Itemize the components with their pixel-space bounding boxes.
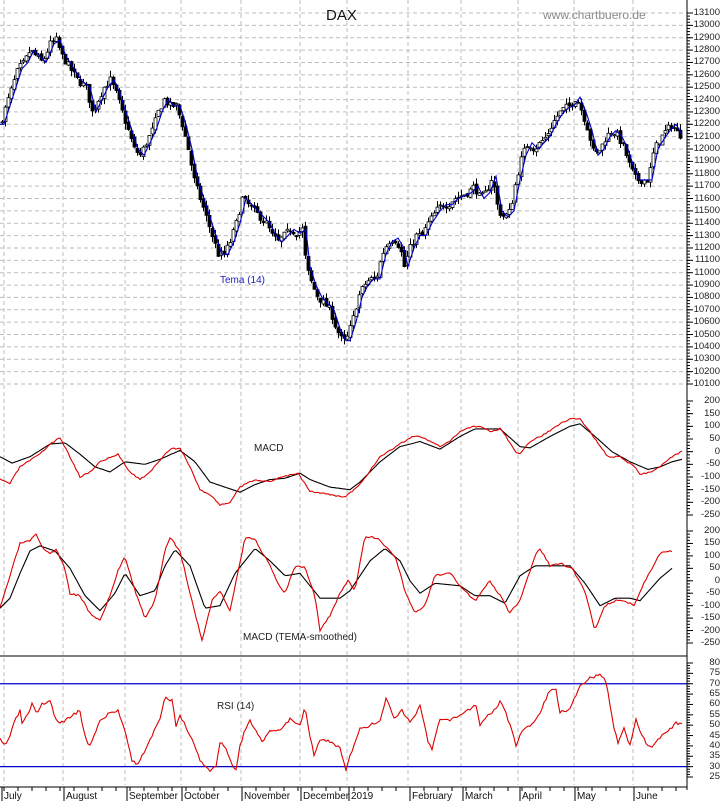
y-tick-label: -100	[700, 599, 720, 611]
y-tick-label: 45	[709, 729, 720, 741]
y-tick-label: 11500	[694, 204, 720, 216]
y-tick-label: -50	[706, 587, 720, 599]
x-tick-label: April	[522, 791, 543, 802]
y-tick-label: 10300	[693, 353, 720, 365]
y-tick-label: 75	[709, 667, 720, 679]
x-tick-label: February	[412, 791, 453, 802]
y-tick-label: 10100	[693, 378, 720, 389]
y-tick-label: 150	[704, 407, 720, 419]
y-tick-label: 70	[709, 677, 720, 689]
y-tick-label: 11200	[694, 241, 720, 253]
y-tick-label: 10500	[693, 328, 720, 340]
y-tick-label: 10800	[693, 291, 720, 303]
y-tick-label: 11800	[694, 167, 720, 179]
y-tick-label: 11400	[694, 217, 720, 229]
y-tick-label: 12500	[693, 81, 720, 93]
y-tick-label: -100	[700, 471, 720, 482]
y-tick-label: -150	[700, 483, 720, 495]
y-tick-label: 13100	[693, 7, 720, 18]
x-tick-label: June	[636, 791, 658, 802]
x-tick-label: December	[303, 791, 350, 802]
y-tick-label: 11300	[694, 229, 720, 241]
y-tick-label: 0	[714, 574, 720, 586]
y-tick-label: 60	[709, 698, 720, 710]
y-tick-label: 13000	[693, 19, 720, 31]
y-tick-label: -50	[706, 458, 720, 470]
x-tick-label: September	[129, 791, 178, 802]
y-tick-label: 50	[709, 562, 720, 574]
watermark: www.chartbuero.de	[543, 8, 646, 22]
y-tick-label: 11100	[694, 254, 720, 266]
macd-label: MACD	[254, 443, 284, 454]
y-tick-label: -150	[700, 612, 720, 624]
y-tick-label: 12000	[693, 143, 720, 155]
x-tick-label: August	[66, 791, 98, 802]
y-tick-label: 50	[709, 719, 720, 731]
y-tick-label: 12900	[693, 31, 720, 43]
y-tick-label: 200	[704, 525, 720, 536]
y-tick-label: 12700	[693, 56, 720, 68]
x-tick-label: October	[184, 791, 220, 802]
y-tick-label: -200	[700, 496, 720, 508]
y-tick-label: 40	[709, 739, 720, 751]
x-tick-label: March	[465, 791, 493, 802]
y-tick-label: 10400	[693, 340, 720, 352]
y-tick-label: 55	[709, 708, 720, 720]
x-tick-label: May	[577, 791, 596, 802]
tema-label: Tema (14)	[220, 275, 266, 286]
y-tick-label: -250	[700, 637, 720, 648]
chart-title: DAX	[326, 7, 357, 24]
y-tick-label: 12100	[693, 130, 720, 142]
rsi-label: RSI (14)	[217, 701, 255, 712]
y-tick-label: 100	[704, 420, 720, 432]
y-tick-label: 12200	[693, 118, 720, 130]
y-tick-label: -250	[700, 509, 720, 520]
y-tick-label: 65	[709, 688, 720, 700]
y-tick-label: 10900	[693, 279, 720, 291]
y-tick-label: 100	[704, 549, 720, 561]
y-tick-label: 11600	[694, 192, 720, 204]
y-tick-label: -200	[700, 624, 720, 636]
y-tick-label: 0	[714, 445, 720, 457]
y-tick-label: 30	[709, 760, 720, 772]
y-tick-label: 12800	[693, 44, 720, 56]
macd-tema-label: MACD (TEMA-smoothed)	[243, 632, 357, 643]
y-tick-label: 12400	[693, 93, 720, 105]
y-tick-label: 80	[709, 657, 720, 668]
y-tick-label: 11000	[694, 266, 720, 278]
y-tick-label: 12300	[693, 105, 720, 117]
x-tick-label: July	[4, 791, 22, 802]
y-tick-label: 11700	[694, 180, 720, 192]
y-tick-label: 25	[709, 771, 720, 782]
x-tick-label: November	[244, 791, 291, 802]
y-tick-label: 150	[704, 537, 720, 549]
y-tick-label: 12600	[693, 68, 720, 80]
y-tick-label: 10200	[693, 365, 720, 377]
y-tick-label: 50	[709, 433, 720, 444]
y-tick-label: 10700	[693, 303, 720, 315]
y-tick-label: 35	[709, 750, 720, 762]
x-tick-label: 2019	[351, 791, 374, 802]
y-tick-label: 11900	[694, 155, 720, 167]
y-tick-label: 200	[704, 395, 720, 406]
y-tick-label: 10600	[693, 316, 720, 328]
